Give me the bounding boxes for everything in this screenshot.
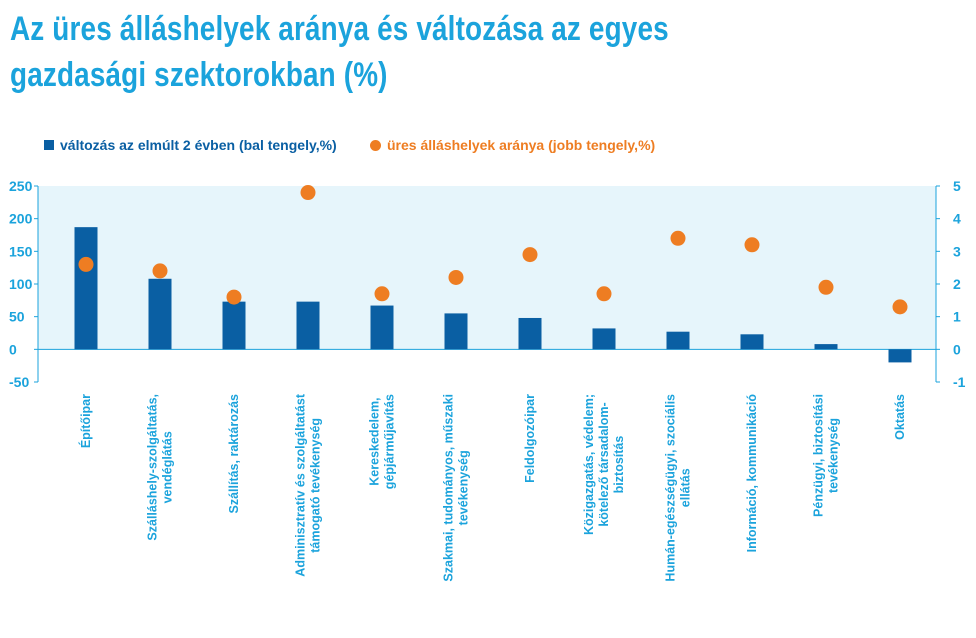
chart-title: Az üres álláshelyek aránya és változása … xyxy=(10,6,781,98)
chart-title-line-2: gazdasági szektorokban (%) xyxy=(10,56,388,94)
category-label: Szállítás, raktározás xyxy=(227,394,241,514)
bar xyxy=(666,331,690,350)
right-tick-label: 4 xyxy=(953,211,961,227)
category-label: Szakmai, tudományos, műszaki tevékenység xyxy=(442,394,471,582)
category-label-line: tevékenység xyxy=(457,450,471,525)
left-tick-label: -50 xyxy=(9,374,29,390)
bar xyxy=(888,349,912,363)
category-label-line: Feldolgozóipar xyxy=(523,394,537,483)
category-label: Feldolgozóipar xyxy=(523,394,537,483)
bar xyxy=(592,328,616,350)
right-tick-label: 1 xyxy=(953,309,961,325)
category-label-line: Szakmai, tudományos, műszaki xyxy=(442,394,456,582)
dot xyxy=(818,279,834,295)
legend-dot-swatch xyxy=(370,139,381,151)
bar xyxy=(370,305,394,350)
category-label: Adminisztratív és szolgáltatást támogató … xyxy=(294,393,323,577)
legend-item-dot: üres álláshelyek aránya (jobb tengely,%) xyxy=(370,137,655,153)
category-label-line: ellátás xyxy=(679,468,693,507)
right-tick-label: -1 xyxy=(953,374,966,390)
bar xyxy=(518,317,542,350)
category-label-line: Pénzügyi, biztosítási xyxy=(812,394,826,517)
bar xyxy=(74,227,98,350)
bar xyxy=(296,301,320,350)
right-tick-label: 2 xyxy=(953,276,961,292)
dot xyxy=(300,185,316,201)
dot xyxy=(744,237,760,253)
dot xyxy=(78,256,94,272)
dot xyxy=(522,247,538,263)
category-label: Humán-egészségügyi, szociális ellátás xyxy=(664,394,693,582)
left-tick-label: 150 xyxy=(9,243,33,259)
bar xyxy=(148,278,172,350)
right-tick-label: 3 xyxy=(953,243,961,259)
bar xyxy=(444,313,468,350)
category-label-line: Kereskedelem, xyxy=(368,397,382,485)
right-tick-label: 0 xyxy=(953,341,961,357)
category-label-line: Szállítás, raktározás xyxy=(227,394,241,514)
legend-bar-swatch xyxy=(44,140,54,150)
left-tick-label: 0 xyxy=(9,341,17,357)
category-label-line: gépjárműjavítás xyxy=(383,394,397,489)
category-label: Építőipar xyxy=(78,394,93,448)
left-tick-label: 100 xyxy=(9,276,33,292)
bar xyxy=(814,344,838,350)
category-label: Oktatás xyxy=(893,394,907,440)
left-tick-label: 50 xyxy=(9,309,25,325)
chart-title-line-1: Az üres álláshelyek aránya és változása … xyxy=(10,10,669,48)
category-label: Közigazgatás, védelem; kötelező társadalo… xyxy=(582,394,626,535)
category-label-line: Közigazgatás, védelem; xyxy=(582,394,596,535)
legend-bar-label: változás az elmúlt 2 évben (bal tengely,… xyxy=(60,137,337,153)
category-label-line: Adminisztratív és szolgáltatást xyxy=(294,393,308,577)
legend-dot-label: üres álláshelyek aránya (jobb tengely,%) xyxy=(387,137,656,153)
dot xyxy=(596,286,612,302)
right-tick-label: 5 xyxy=(953,178,961,194)
category-label: Szálláshely-szolgáltatás, vendéglátás xyxy=(146,394,175,541)
category-label-line: Szálláshely-szolgáltatás, xyxy=(146,394,160,541)
dot xyxy=(226,289,242,305)
category-label: Pénzügyi, biztosítási tevékenység xyxy=(812,394,841,517)
category-label-line: vendéglátás xyxy=(161,431,175,503)
dot xyxy=(670,230,686,246)
category-label-line: Információ, kommunikáció xyxy=(745,394,759,553)
category-label-line: Építőipar xyxy=(78,394,93,448)
category-label-line: tevékenység xyxy=(827,418,841,493)
category-label-line: kötelező társadalom- xyxy=(597,402,611,526)
left-tick-label: 250 xyxy=(9,178,33,194)
dot xyxy=(374,286,390,302)
shaded-band xyxy=(38,186,936,350)
legend-item-bar: változás az elmúlt 2 évben (bal tengely,… xyxy=(44,137,337,153)
bar xyxy=(222,301,246,350)
category-label: Kereskedelem, gépjárműjavítás xyxy=(368,394,397,489)
left-tick-label: 200 xyxy=(9,211,33,227)
dot xyxy=(152,263,168,279)
category-label-line: Oktatás xyxy=(893,394,907,440)
category-label: Információ, kommunikáció xyxy=(745,394,759,553)
category-label-line: biztosítás xyxy=(612,436,626,494)
bar xyxy=(740,334,764,350)
dot xyxy=(448,269,464,285)
category-label-line: támogató tevékenység xyxy=(309,418,323,553)
dot xyxy=(892,299,908,315)
category-label-line: Humán-egészségügyi, szociális xyxy=(664,394,678,582)
